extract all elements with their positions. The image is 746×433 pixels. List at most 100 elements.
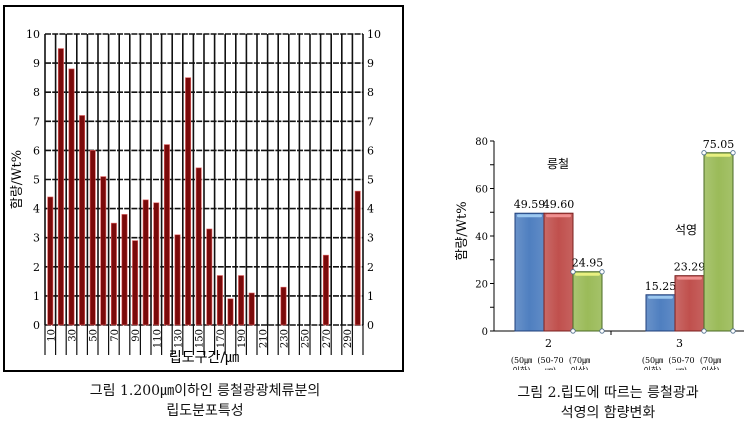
bar <box>132 240 139 326</box>
x-tick-label: 270 <box>322 329 333 348</box>
annotation-quartz: 석영 <box>675 223 697 237</box>
bar-value-label: 75.05 <box>703 138 735 151</box>
y-tick-right: 10 <box>367 28 381 41</box>
x-tick-label: 130 <box>174 329 185 348</box>
figure1-frame: 0 0 1 1 2 2 3 3 4 4 5 5 6 6 7 7 8 8 9 9 10 10 10 30 50 70 90 110 130… <box>3 5 404 372</box>
y-tick-left: 9 <box>33 57 40 70</box>
bar <box>354 190 361 326</box>
bar <box>572 271 603 332</box>
bar <box>142 199 149 326</box>
y-tick-left: 10 <box>26 28 40 41</box>
y-tick-right: 5 <box>367 174 374 187</box>
bar <box>121 214 128 326</box>
bar <box>248 292 255 326</box>
bar-sublabel: (50㎛ <box>511 356 532 366</box>
x-tick-label: 190 <box>237 329 248 348</box>
bar <box>206 228 213 326</box>
annotation-siderite: 릉철 <box>547 157 569 171</box>
y-axis-label: 함량/Wt% <box>10 150 25 209</box>
x-tick-label: 10 <box>46 329 57 342</box>
bar <box>514 212 545 332</box>
selection-handle <box>730 150 736 156</box>
figure1-caption: 그림 1.200㎛이하인 릉철광광체류분의 립도분포특성 <box>20 381 390 421</box>
group-label: 2 <box>545 337 552 350</box>
bar <box>68 68 75 326</box>
y-tick-right: 6 <box>367 144 374 157</box>
y-tick-right: 3 <box>367 232 374 245</box>
y-tick-left: 3 <box>33 232 40 245</box>
bar <box>163 144 170 326</box>
y-tick-left: 1 <box>33 290 40 303</box>
x-tick-label: 110 <box>152 329 163 348</box>
bar-value-label: 49.59 <box>514 198 546 211</box>
bar <box>79 115 86 326</box>
x-tick-label: 90 <box>131 329 142 342</box>
bar <box>89 150 96 326</box>
bar-highlight <box>517 214 542 218</box>
bar <box>322 254 329 326</box>
y-tick-label: 20 <box>475 280 488 291</box>
bar-sublabel: 이하) <box>513 365 531 370</box>
y-tick-left: 5 <box>33 174 40 187</box>
bar <box>100 176 107 326</box>
bar <box>703 152 734 332</box>
y-tick-left: 8 <box>33 86 40 99</box>
selection-handle <box>570 269 576 275</box>
selection-handle <box>701 328 707 334</box>
bar <box>280 286 287 326</box>
x-tick-label: 50 <box>89 329 100 342</box>
bar-highlight <box>575 272 600 276</box>
x-tick-label: 150 <box>195 329 206 348</box>
bar-highlight <box>648 295 673 299</box>
selection-handle <box>570 328 576 334</box>
bar-highlight <box>546 214 571 218</box>
x-tick-label: 170 <box>216 329 227 348</box>
figure1-caption-line2: 립도분포특성 <box>166 403 244 419</box>
y-tick-label: 40 <box>475 232 488 243</box>
figure2-caption-line2: 석영의 함량변화 <box>560 405 656 421</box>
figure2-caption: 그림 2.립도에 따르는 릉철광과 석영의 함량변화 <box>470 383 746 423</box>
y-tick-right: 2 <box>367 261 374 274</box>
bar <box>543 212 574 332</box>
x-tick-label: 250 <box>301 329 312 348</box>
bar <box>227 298 234 326</box>
bar-sublabel: 이상) <box>702 365 720 370</box>
bar <box>174 234 181 326</box>
y-tick-left: 0 <box>33 319 40 332</box>
content-change-chart: 02040608049.5949.6024.952(50㎛이하)(50-70㎛)… <box>455 137 744 370</box>
y-tick-right: 0 <box>367 319 374 332</box>
x-tick-label: 230 <box>280 329 291 348</box>
bar-value-label: 24.95 <box>572 257 604 270</box>
y-tick-right: 8 <box>367 86 374 99</box>
bar-sublabel: 이상) <box>571 365 589 370</box>
bar <box>57 48 64 326</box>
bar-highlight <box>677 276 702 280</box>
figure1-caption-line1: 그림 1.200㎛이하인 릉철광광체류분의 <box>89 383 321 399</box>
x-tick-label: 290 <box>343 329 354 348</box>
selection-handle <box>701 150 707 156</box>
bar <box>238 275 245 326</box>
y-tick-left: 4 <box>33 203 40 216</box>
y-tick-left: 2 <box>33 261 40 274</box>
bar-sublabel: (50-70 <box>668 356 694 365</box>
y-tick-right: 9 <box>367 57 374 70</box>
bar-sublabel: ㎛) <box>676 366 687 370</box>
bar-sublabel: (50-70 <box>537 356 563 365</box>
bar <box>185 77 192 326</box>
group-label: 3 <box>676 337 683 350</box>
y-tick-label: 60 <box>475 185 488 196</box>
y-tick-label: 80 <box>475 137 488 148</box>
x-tick-label: 30 <box>68 329 79 342</box>
bar-sublabel: 이하) <box>644 365 662 370</box>
particle-size-distribution-chart: 0 0 1 1 2 2 3 3 4 4 5 5 6 6 7 7 8 8 9 9 10 10 10 30 50 70 90 110 130… <box>10 28 381 366</box>
bar <box>195 167 202 326</box>
bar-value-label: 23.29 <box>674 261 706 274</box>
selection-handle <box>599 269 605 275</box>
bar-value-label: 49.60 <box>543 198 575 211</box>
figure2-caption-line1: 그림 2.립도에 따르는 릉철광과 <box>517 385 699 401</box>
y-tick-label: 0 <box>482 327 488 338</box>
y-tick-left: 6 <box>33 144 40 157</box>
bar <box>645 294 676 332</box>
y-axis-label: 함량/Wt% <box>455 201 470 260</box>
bar-sublabel: ㎛) <box>545 366 556 370</box>
